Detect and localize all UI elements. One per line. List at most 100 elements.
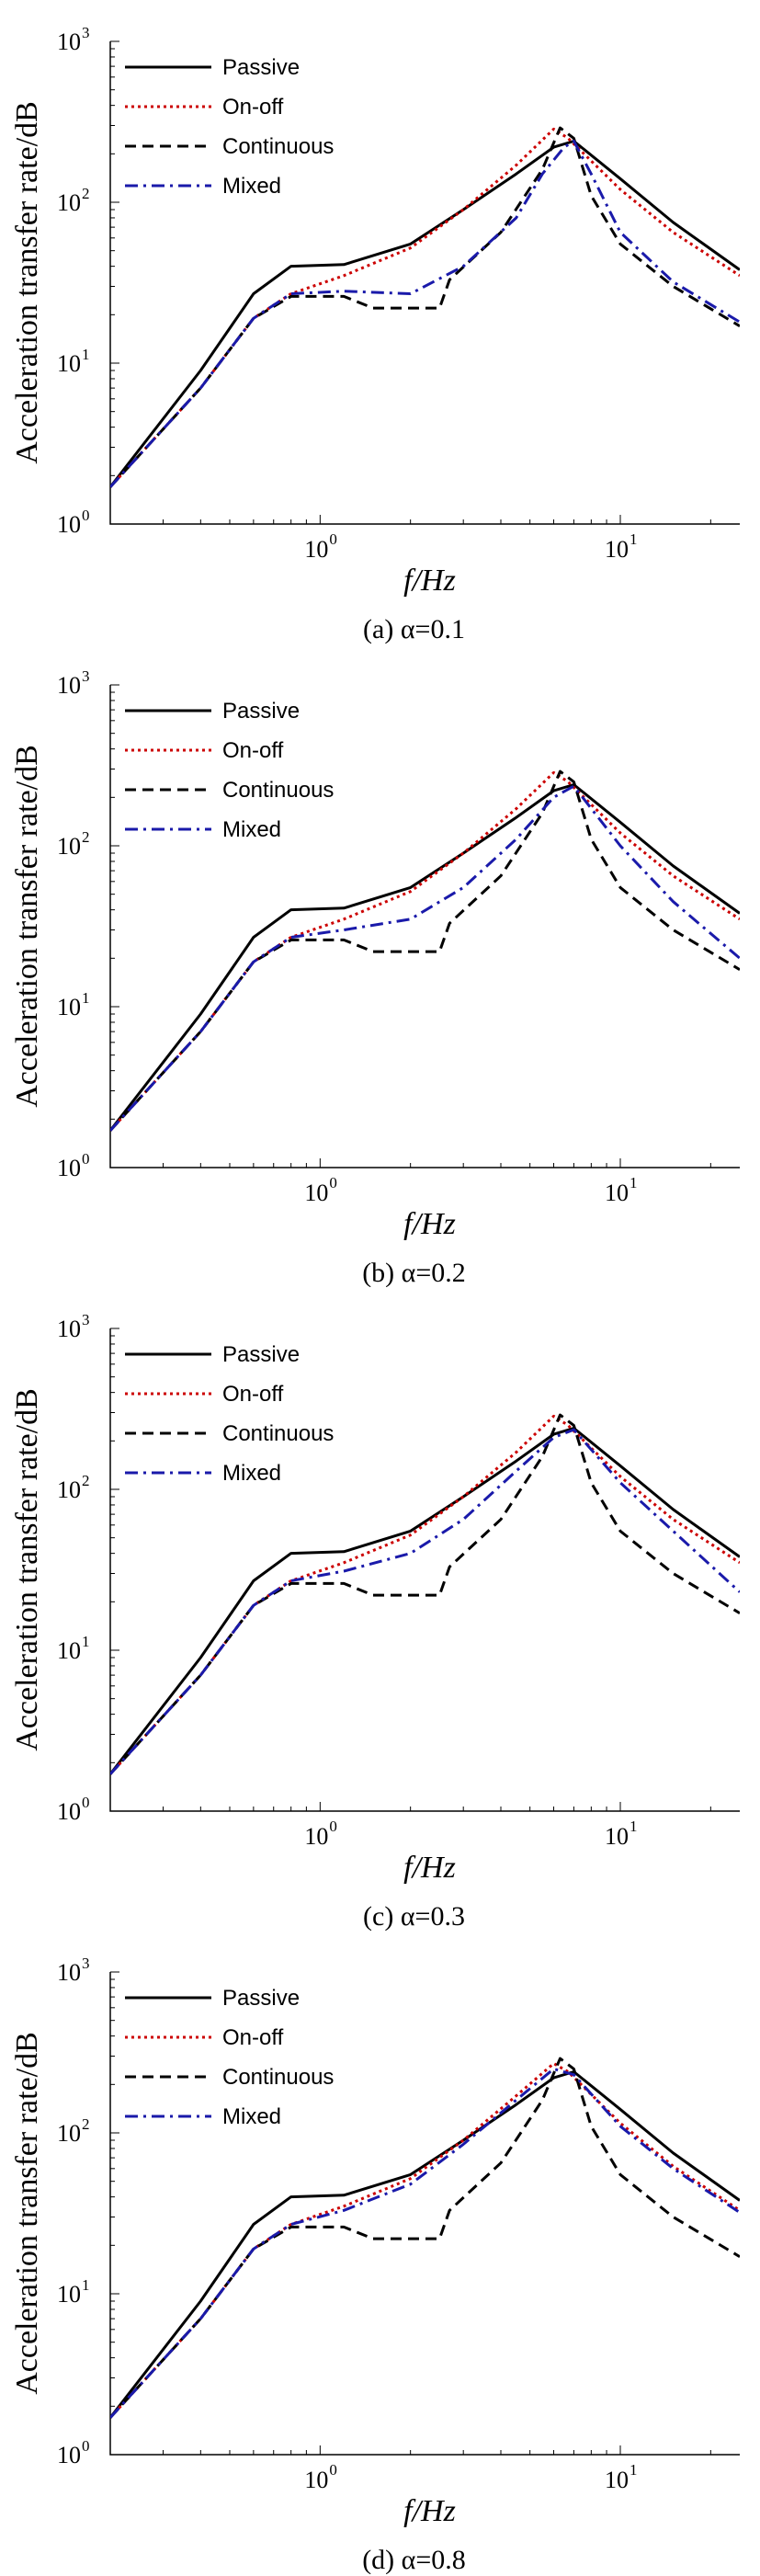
legend-label: Passive	[222, 699, 300, 724]
axes-frame	[109, 685, 740, 1168]
x-tick-exponent: 0	[329, 2461, 337, 2479]
series-line-continuous	[110, 1413, 740, 1775]
chart-panel: 10 0 10 1 10 2 10 3 10 0 10 1 f/Hz Acceleration trans…	[0, 0, 760, 644]
panel-caption: (c) α=0.3	[363, 1901, 465, 1931]
y-axis-label: Acceleration transfer rate/dB	[10, 101, 44, 464]
y-tick-exponent: 3	[82, 1955, 90, 1972]
x-tick-label: 10	[605, 1823, 629, 1850]
y-axis-label: Acceleration transfer rate/dB	[10, 745, 44, 1108]
x-tick-label: 10	[304, 1180, 328, 1206]
series-line-continuous	[110, 126, 740, 488]
y-tick-label: 10	[57, 1155, 81, 1181]
y-tick-label: 10	[57, 1476, 81, 1503]
y-tick-label: 10	[57, 1316, 81, 1342]
series-line-passive	[110, 783, 740, 1132]
series-line-passive	[110, 1427, 740, 1775]
legend-label: Passive	[222, 1986, 300, 2011]
y-tick-exponent: 1	[82, 989, 90, 1007]
y-tick-label: 10	[57, 350, 81, 377]
legend-label: Continuous	[222, 134, 334, 159]
legend-label: On-off	[222, 2025, 284, 2050]
x-tick-label: 10	[605, 2467, 629, 2493]
series-line-on-off	[110, 1414, 740, 1775]
legend-label: Passive	[222, 55, 300, 80]
legend-label: On-off	[222, 95, 284, 120]
y-tick-label: 10	[57, 2120, 81, 2147]
y-tick-label: 10	[57, 511, 81, 538]
x-axis-label: f/Hz	[403, 1851, 456, 1885]
x-tick-label: 10	[605, 536, 629, 563]
x-tick-exponent: 1	[630, 2461, 638, 2479]
y-tick-exponent: 1	[82, 346, 90, 363]
x-axis-label: f/Hz	[403, 2494, 456, 2528]
x-tick-label: 10	[605, 1180, 629, 1206]
panel-caption: (a) α=0.1	[363, 614, 465, 644]
legend-label: On-off	[222, 1382, 284, 1407]
y-tick-label: 10	[57, 1959, 81, 1986]
legend-label: On-off	[222, 738, 284, 763]
y-tick-exponent: 0	[82, 1794, 90, 1811]
y-tick-label: 10	[57, 672, 81, 699]
y-tick-exponent: 0	[82, 1150, 90, 1168]
series-line-mixed	[110, 1428, 740, 1775]
panel-caption: (b) α=0.2	[362, 1258, 466, 1287]
x-tick-label: 10	[304, 536, 328, 563]
y-tick-exponent: 2	[82, 828, 90, 846]
series-line-mixed	[110, 140, 740, 488]
y-tick-label: 10	[57, 2442, 81, 2468]
legend-label: Mixed	[222, 2104, 281, 2129]
y-tick-label: 10	[57, 1637, 81, 1664]
chart-panel: 10 0 10 1 10 2 10 3 10 0 10 1 f/Hz Acceleration trans…	[0, 644, 760, 1287]
y-tick-exponent: 2	[82, 2115, 90, 2133]
x-tick-label: 10	[304, 1823, 328, 1850]
series-line-passive	[110, 140, 740, 488]
x-tick-label: 10	[304, 2467, 328, 2493]
series-line-passive	[110, 2070, 740, 2419]
y-tick-label: 10	[57, 833, 81, 860]
y-tick-exponent: 3	[82, 667, 90, 685]
y-tick-exponent: 2	[82, 185, 90, 202]
y-tick-label: 10	[57, 189, 81, 216]
y-tick-exponent: 2	[82, 1472, 90, 1489]
y-tick-exponent: 0	[82, 2437, 90, 2455]
y-tick-exponent: 1	[82, 2276, 90, 2294]
legend-label: Continuous	[222, 1421, 334, 1446]
x-axis-label: f/Hz	[403, 1207, 456, 1241]
series-line-mixed	[110, 2067, 740, 2419]
y-tick-label: 10	[57, 2281, 81, 2308]
axes-frame	[109, 1972, 740, 2456]
x-tick-exponent: 0	[329, 1174, 337, 1191]
y-axis-label: Acceleration transfer rate/dB	[10, 1388, 44, 1751]
y-tick-exponent: 3	[82, 1311, 90, 1328]
chart-panel: 10 0 10 1 10 2 10 3 10 0 10 1 f/Hz Acceleration trans…	[0, 1287, 760, 1931]
chart-panel: 10 0 10 1 10 2 10 3 10 0 10 1 f/Hz Acceleration trans…	[0, 1931, 760, 2574]
x-tick-exponent: 1	[630, 1174, 638, 1191]
legend-label: Continuous	[222, 2065, 334, 2090]
y-tick-exponent: 1	[82, 1633, 90, 1650]
series-line-on-off	[110, 2062, 740, 2419]
legend-label: Continuous	[222, 778, 334, 803]
series-line-mixed	[110, 784, 740, 1132]
panel-caption: (d) α=0.8	[362, 2545, 466, 2574]
x-tick-exponent: 1	[630, 1818, 638, 1835]
y-axis-label: Acceleration transfer rate/dB	[10, 2032, 44, 2395]
legend-label: Passive	[222, 1342, 300, 1367]
legend-label: Mixed	[222, 1461, 281, 1486]
series-line-on-off	[110, 127, 740, 488]
y-tick-label: 10	[57, 28, 81, 55]
x-tick-exponent: 1	[630, 530, 638, 548]
axes-frame	[109, 41, 740, 525]
y-tick-exponent: 0	[82, 507, 90, 524]
series-line-continuous	[110, 769, 740, 1132]
series-line-on-off	[110, 770, 740, 1132]
y-tick-label: 10	[57, 994, 81, 1020]
axes-frame	[109, 1328, 740, 1812]
x-tick-exponent: 0	[329, 1818, 337, 1835]
series-line-continuous	[110, 2057, 740, 2419]
legend-label: Mixed	[222, 817, 281, 842]
y-tick-exponent: 3	[82, 24, 90, 41]
